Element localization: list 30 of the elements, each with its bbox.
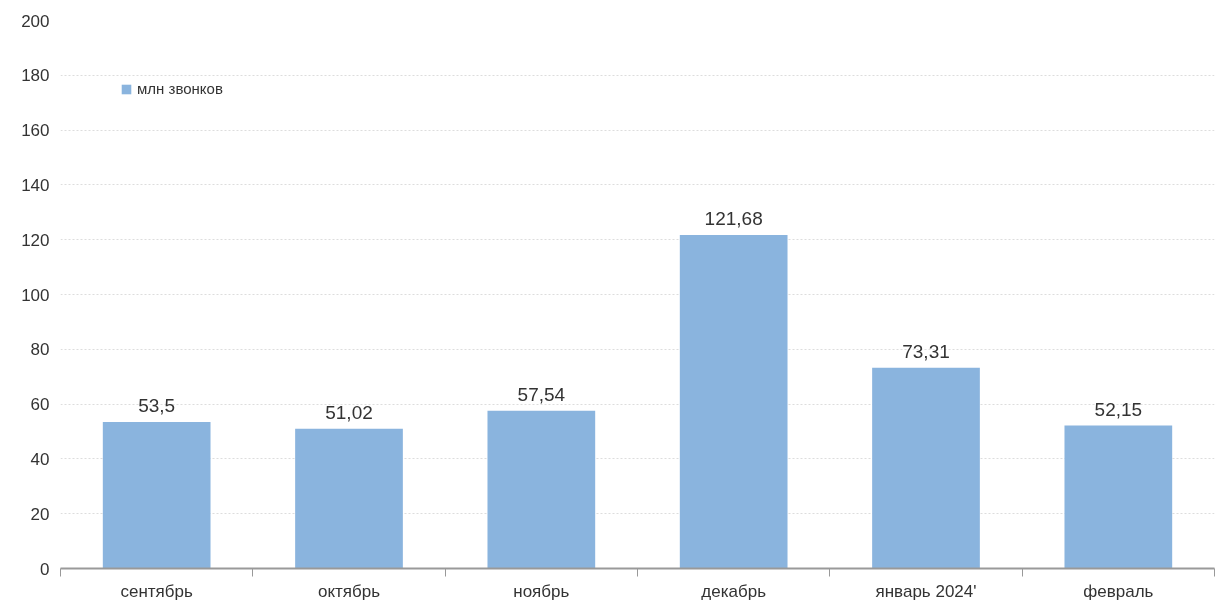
- x-tick-label: октябрь: [317, 581, 381, 601]
- y-tick-label: 40: [30, 449, 50, 469]
- legend-label: млн звонков: [137, 80, 223, 97]
- y-tick-label: 60: [30, 395, 50, 415]
- y-tick-label: 180: [21, 66, 50, 86]
- data-label: 73,31: [902, 340, 950, 362]
- x-tick-label: ноябрь: [513, 581, 570, 601]
- y-tick-label: 100: [21, 285, 50, 305]
- x-tick-label: сентябрь: [120, 581, 193, 601]
- data-label: 52,15: [1094, 398, 1143, 420]
- y-tick-label: 20: [30, 504, 50, 524]
- y-tick-label: 160: [21, 121, 50, 141]
- x-tick-label: февраль: [1083, 581, 1154, 601]
- bar: [679, 235, 788, 569]
- y-tick-label: 0: [40, 559, 50, 579]
- data-label: 51,02: [325, 401, 373, 423]
- bar: [872, 367, 980, 569]
- bar: [102, 421, 211, 569]
- bar: [487, 410, 596, 569]
- y-tick-label: 120: [21, 230, 50, 250]
- bar: [1064, 425, 1173, 569]
- y-tick-label: 140: [21, 175, 50, 195]
- data-label: 53,5: [138, 394, 176, 416]
- x-tick-label: январь 2024': [875, 581, 977, 601]
- y-tick-label: 200: [21, 11, 50, 31]
- data-label: 57,54: [517, 383, 566, 405]
- y-tick-label: 80: [30, 340, 50, 360]
- data-label: 121,68: [704, 208, 763, 230]
- x-tick-label: декабрь: [701, 581, 767, 601]
- bar: [295, 428, 403, 569]
